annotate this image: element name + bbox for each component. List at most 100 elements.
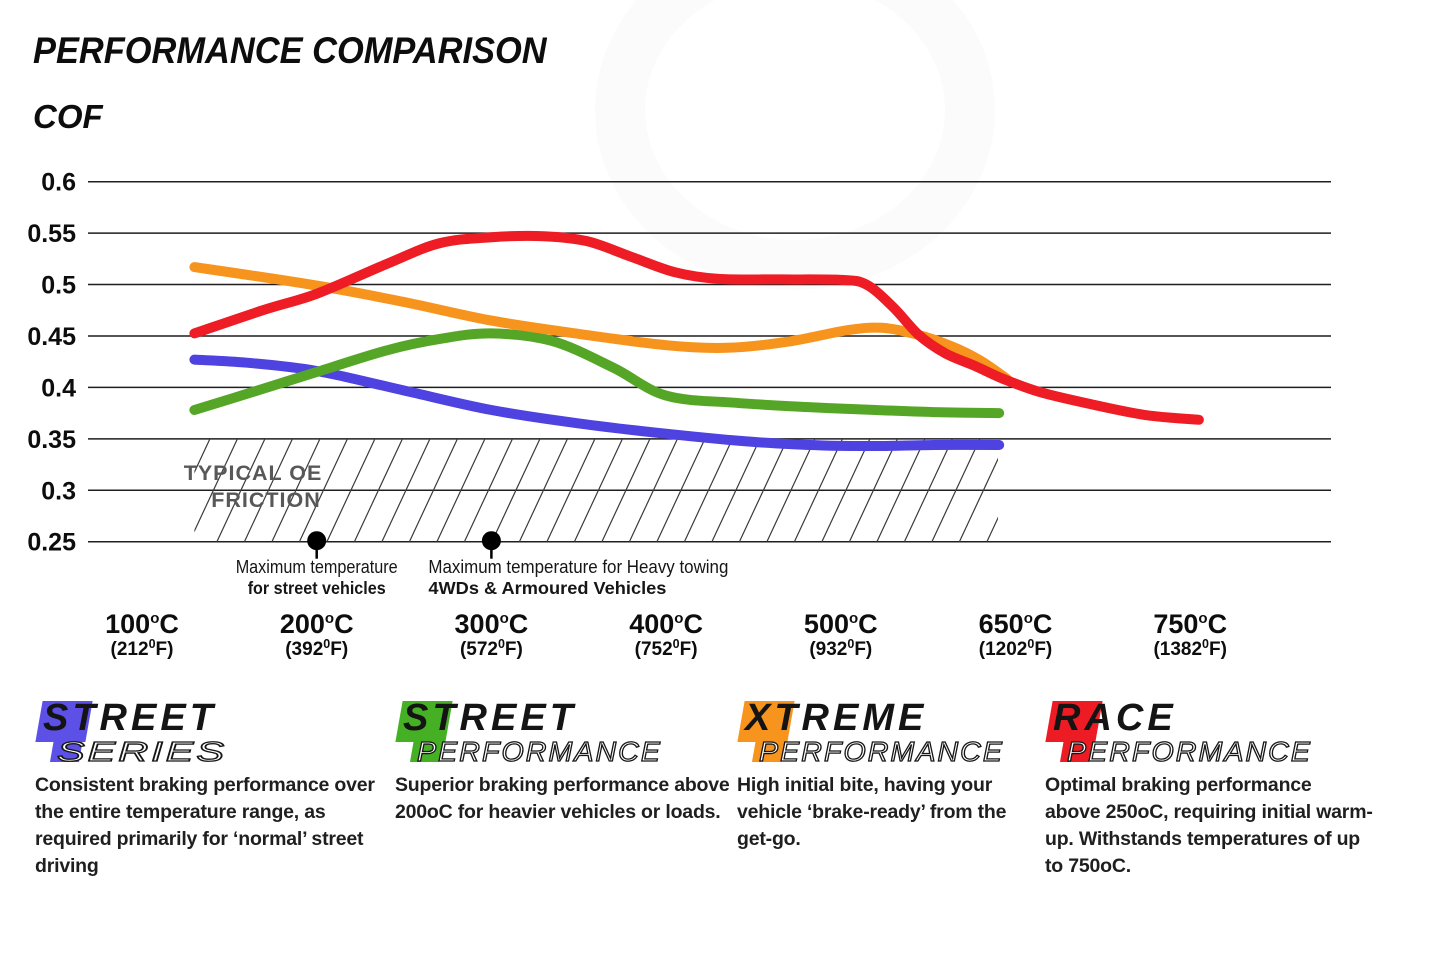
annotation-line: Maximum temperature for Heavy towing bbox=[428, 557, 728, 577]
logo-word2: PERFORMANCE bbox=[759, 736, 1004, 767]
y-tick-label: 0.45 bbox=[27, 323, 76, 351]
hatch-line bbox=[903, 438, 953, 542]
hatch-line bbox=[546, 438, 596, 542]
hatch-line bbox=[573, 438, 623, 542]
hatch-line bbox=[381, 438, 431, 542]
annotation-line: for street vehicles bbox=[248, 578, 386, 598]
legend-street-performance: STREET PERFORMANCE Superior braking perf… bbox=[395, 698, 735, 823]
description-line: get-go. bbox=[737, 828, 801, 850]
x-tick-fahrenheit: (13820F) bbox=[1153, 637, 1227, 660]
logo-word1: STREET bbox=[43, 697, 217, 739]
hatch-line bbox=[518, 438, 568, 542]
x-tick-fahrenheit: (3920F) bbox=[285, 637, 348, 660]
legend-race-performance: RACE PERFORMANCE Optimal braking perform… bbox=[1045, 698, 1385, 877]
x-tick-celsius: 500oC bbox=[804, 609, 878, 639]
x-tick-fahrenheit: (7520F) bbox=[635, 637, 698, 660]
hatch-line bbox=[436, 438, 486, 542]
description-line: Optimal braking performance bbox=[1045, 774, 1312, 796]
description-line: up. Withstands temperatures of up bbox=[1045, 828, 1360, 850]
hatch-line bbox=[601, 438, 651, 542]
description-line: the entire temperature range, as bbox=[35, 801, 326, 823]
series-line-xtreme-performance bbox=[189, 262, 1013, 385]
logo-word2-svg: PERFORMANCE bbox=[416, 735, 662, 767]
oe-friction-label: FRICTION bbox=[211, 488, 321, 512]
hatch-line bbox=[243, 438, 293, 542]
page-title: PERFORMANCE COMPARISON bbox=[33, 30, 547, 71]
logo-word2-svg: PERFORMANCE bbox=[1066, 735, 1312, 767]
legend-description: High initial bite, having your vehicle ‘b… bbox=[737, 772, 1006, 853]
description-line: required primarily for ‘normal’ street bbox=[35, 828, 364, 850]
hatch-line bbox=[628, 438, 678, 542]
x-tick-fahrenheit: (12020F) bbox=[979, 637, 1053, 660]
oe-friction-hatch bbox=[194, 438, 999, 542]
hatch-line bbox=[793, 438, 843, 542]
hatch-line bbox=[848, 438, 898, 542]
hatch-line bbox=[656, 438, 706, 542]
x-tick-celsius: 100oC bbox=[105, 609, 179, 639]
logo-word1: STREET bbox=[403, 697, 577, 739]
description-line: driving bbox=[35, 855, 99, 877]
x-tick-celsius: 650oC bbox=[979, 609, 1053, 639]
description-line: 200oC for heavier vehicles or loads. bbox=[395, 801, 721, 823]
max-temp-marker bbox=[307, 531, 327, 551]
x-tick-celsius: 300oC bbox=[455, 609, 529, 639]
x-tick-celsius: 750oC bbox=[1153, 609, 1227, 639]
logo-word2: PERFORMANCE bbox=[417, 736, 662, 767]
hatch-line bbox=[958, 457, 999, 542]
description-line: to 750oC. bbox=[1045, 855, 1131, 877]
legend-description: Optimal braking performance above 250oC, … bbox=[1045, 772, 1373, 880]
annotation-line: 4WDs & Armoured Vehicles bbox=[428, 578, 666, 598]
annotation-line: Maximum temperature bbox=[236, 557, 398, 577]
logo-word2: PERFORMANCE bbox=[1067, 736, 1312, 767]
y-tick-label: 0.25 bbox=[27, 529, 76, 557]
legend-description: Superior braking performance above 200oC … bbox=[395, 772, 730, 826]
hatch-line bbox=[271, 438, 321, 542]
y-tick-label: 0.3 bbox=[41, 477, 76, 505]
street-performance-logo: STREET PERFORMANCE bbox=[395, 698, 735, 768]
race-performance-logo: RACE PERFORMANCE bbox=[1045, 698, 1385, 768]
description-line: Superior braking performance above bbox=[395, 774, 730, 796]
hatch-line bbox=[821, 438, 871, 542]
description-line: Consistent braking performance over bbox=[35, 774, 375, 796]
x-tick-celsius: 200oC bbox=[280, 609, 354, 639]
performance-chart: 0.6 0.55 0.5 0.45 0.4 0.35 0.3 0.25 TYPICAL OE FR… bbox=[27, 169, 1331, 660]
y-tick-label: 0.4 bbox=[41, 374, 76, 402]
series-line-race-performance bbox=[189, 230, 1204, 425]
hatch-line bbox=[876, 438, 926, 542]
logo-word1: RACE bbox=[1053, 697, 1177, 739]
hatch-line bbox=[986, 516, 999, 542]
x-tick-fahrenheit: (5720F) bbox=[460, 637, 523, 660]
oe-friction-label: TYPICAL OE bbox=[184, 461, 323, 485]
hatch-line bbox=[766, 438, 816, 542]
y-tick-label: 0.35 bbox=[27, 426, 76, 454]
x-tick-fahrenheit: (2120F) bbox=[111, 637, 174, 660]
y-tick-label: 0.6 bbox=[41, 169, 76, 197]
legend-street-series: STREET SERIES Consistent braking perform… bbox=[35, 697, 375, 877]
y-tick-label: 0.55 bbox=[27, 220, 76, 248]
hatch-line bbox=[491, 438, 541, 542]
hatch-line bbox=[463, 438, 513, 542]
x-tick-fahrenheit: (9320F) bbox=[809, 637, 872, 660]
description-line: vehicle ‘brake-ready’ from the bbox=[737, 801, 1007, 823]
max-temp-marker bbox=[481, 531, 501, 551]
logo-word1: XTREME bbox=[745, 697, 928, 739]
description-line: above 250oC, requiring initial warm- bbox=[1045, 801, 1373, 823]
hatch-line bbox=[683, 438, 733, 542]
hatch-line bbox=[298, 438, 348, 542]
hatch-line bbox=[353, 438, 403, 542]
xtreme-performance-logo: XTREME PERFORMANCE bbox=[737, 698, 1077, 768]
logo-word2-svg: SERIES bbox=[56, 735, 227, 767]
hatch-line bbox=[216, 438, 266, 542]
hatch-line bbox=[408, 438, 458, 542]
hatch-line bbox=[711, 438, 761, 542]
legend-xtreme-performance: XTREME PERFORMANCE High initial bite, ha… bbox=[737, 698, 1077, 850]
hatch-line bbox=[194, 438, 211, 474]
y-tick-label: 0.5 bbox=[41, 272, 76, 300]
description-line: High initial bite, having your bbox=[737, 774, 993, 796]
hatch-line bbox=[326, 438, 376, 542]
hatch-line bbox=[194, 438, 238, 533]
logo-word2: SERIES bbox=[57, 736, 227, 767]
hatch-line bbox=[931, 438, 981, 542]
hatch-line bbox=[738, 438, 788, 542]
